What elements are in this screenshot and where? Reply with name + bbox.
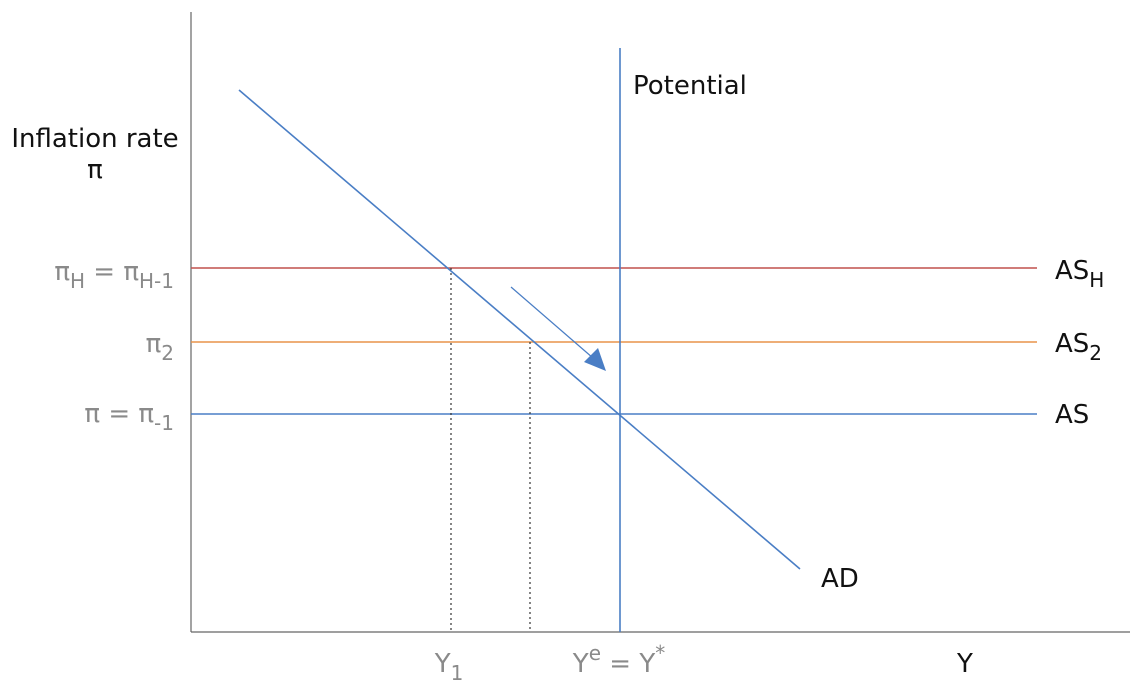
ad-label: AD [821,564,859,594]
y-axis-title-line1: Inflation rate [11,124,178,154]
as-label: AS [1055,400,1089,430]
tick-y1: Y1 [434,649,464,685]
tick-pi-2: π2 [146,329,174,365]
x-axis-title: Y [956,649,973,679]
potential-label: Potential [633,71,747,101]
tick-pi-high: πH = πH-1 [54,257,174,293]
tick-ye: Ye = Y* [572,641,665,679]
ad-line [238,89,801,570]
as-2-label: AS2 [1055,329,1102,365]
y-axis-title-line2: π [87,155,103,185]
tick-pi-base: π = π-1 [84,399,174,435]
as-h-label: ASH [1055,256,1104,292]
adjustment-arrow [510,286,606,371]
